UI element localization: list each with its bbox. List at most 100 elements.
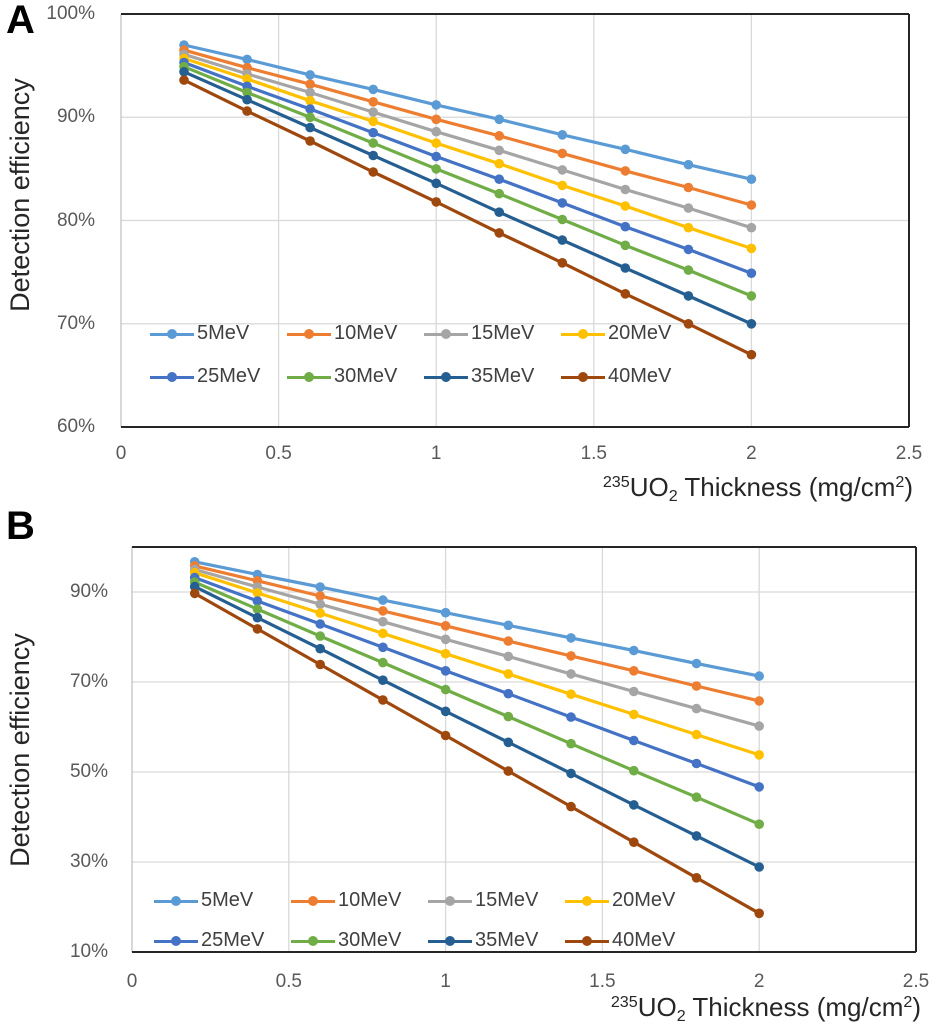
- data-point-marker: [691, 703, 702, 714]
- data-point-marker: [557, 148, 568, 159]
- data-point-marker: [746, 174, 757, 184]
- legend-label: 40MeV: [612, 929, 676, 951]
- data-point-marker: [620, 144, 631, 155]
- legend-label: 10MeV: [338, 889, 402, 911]
- data-point-marker: [368, 116, 379, 127]
- data-point-marker: [557, 165, 568, 175]
- legend-item-40mev: 40MeV: [565, 929, 702, 952]
- data-point-marker: [368, 150, 379, 161]
- data-point-marker: [378, 606, 388, 616]
- data-point-marker: [557, 198, 568, 208]
- data-point-marker: [242, 87, 252, 98]
- legend-item-20mev: 20MeV: [565, 889, 702, 912]
- legend-item-10mev: 10MeV: [287, 322, 424, 345]
- x-axis-title-part: 235: [610, 993, 638, 1011]
- data-point-marker: [252, 624, 263, 634]
- legend-line-marker-icon: [287, 371, 331, 383]
- data-point-marker: [315, 631, 326, 641]
- x-axis-title-a: 235UO2 Thickness (mg/cm2): [602, 472, 913, 505]
- data-point-marker: [683, 265, 694, 275]
- chart-group-a: [120, 13, 910, 428]
- data-point-marker: [305, 122, 315, 133]
- data-point-marker: [503, 737, 514, 748]
- data-point-marker: [620, 240, 631, 251]
- data-point-marker: [315, 599, 326, 609]
- data-point-marker: [557, 130, 568, 140]
- data-point-marker: [620, 289, 631, 299]
- panel-label-b: B: [6, 504, 35, 548]
- data-point-marker: [179, 67, 189, 77]
- data-point-marker: [629, 800, 639, 810]
- legend-row: 25MeV 30MeV 35MeV 40MeV: [150, 365, 698, 388]
- data-point-marker: [494, 174, 505, 184]
- data-point-marker: [368, 127, 379, 138]
- x-axis-title-part: Thickness (mg/cm: [677, 472, 896, 502]
- data-point-marker: [242, 74, 252, 84]
- legend-label: 15MeV: [471, 322, 535, 344]
- data-point-marker: [754, 862, 764, 872]
- data-point-marker: [620, 221, 631, 232]
- y-tick-label: 80%: [56, 209, 95, 231]
- x-tick-label: 2.5: [895, 443, 923, 464]
- data-point-marker: [440, 684, 451, 695]
- legend-line-marker-icon: [428, 935, 472, 947]
- series-line-25mev: [193, 576, 761, 789]
- data-point-marker: [746, 243, 757, 254]
- data-point-marker: [683, 319, 694, 329]
- data-point-marker: [315, 659, 326, 670]
- data-point-marker: [746, 200, 757, 210]
- data-point-marker: [566, 689, 576, 699]
- data-point-marker: [566, 669, 576, 679]
- series-line-35mev: [182, 70, 753, 326]
- panel-label-a: A: [6, 0, 35, 42]
- data-point-marker: [242, 106, 252, 116]
- legend-item-30mev: 30MeV: [287, 365, 424, 388]
- data-point-marker: [683, 159, 694, 170]
- y-tick-label: 10%: [69, 941, 108, 962]
- data-point-marker: [189, 588, 200, 599]
- legend-line-marker-icon: [291, 895, 335, 907]
- x-tick-label: 2: [746, 443, 757, 464]
- data-point-marker: [629, 735, 639, 746]
- data-point-marker: [315, 643, 326, 654]
- x-axis-title-part: 2: [668, 487, 678, 505]
- legend-line-marker-icon: [150, 328, 194, 340]
- data-point-marker: [754, 819, 764, 829]
- data-point-marker: [683, 222, 694, 233]
- x-tick-label: 0: [126, 971, 138, 992]
- legend-row: 5MeV 10MeV 15MeV 20MeV: [154, 889, 702, 912]
- legend-line-marker-icon: [154, 935, 198, 947]
- legend-item-40mev: 40MeV: [561, 365, 698, 388]
- data-point-marker: [746, 349, 757, 360]
- data-point-marker: [252, 588, 263, 598]
- legend-label: 20MeV: [608, 322, 672, 344]
- data-point-marker: [503, 636, 514, 646]
- x-tick-label: 0.5: [265, 443, 292, 464]
- data-point-marker: [691, 792, 702, 802]
- data-point-marker: [431, 114, 442, 125]
- legend-line-marker-icon: [150, 371, 194, 383]
- data-point-marker: [494, 207, 505, 217]
- legend-line-marker-icon: [424, 371, 468, 383]
- y-tick-label: 30%: [69, 851, 108, 872]
- legend-item-35mev: 35MeV: [424, 365, 561, 388]
- x-tick-label: 1: [430, 443, 442, 464]
- data-point-marker: [691, 873, 702, 883]
- legend-label: 25MeV: [201, 929, 265, 951]
- data-point-marker: [431, 151, 442, 162]
- legend-label: 35MeV: [475, 929, 539, 951]
- x-axis-title-part: 2: [676, 1007, 686, 1025]
- data-point-marker: [494, 158, 505, 169]
- data-point-marker: [503, 711, 514, 722]
- legend-label: 5MeV: [201, 889, 254, 911]
- data-point-marker: [566, 651, 576, 661]
- series-line-10mev: [182, 48, 753, 207]
- legend-label: 35MeV: [471, 365, 535, 387]
- data-point-marker: [557, 258, 568, 268]
- data-point-marker: [440, 648, 451, 659]
- x-axis-title-part: 235: [602, 473, 630, 491]
- series-line-30mev: [193, 580, 761, 826]
- data-point-marker: [368, 138, 379, 148]
